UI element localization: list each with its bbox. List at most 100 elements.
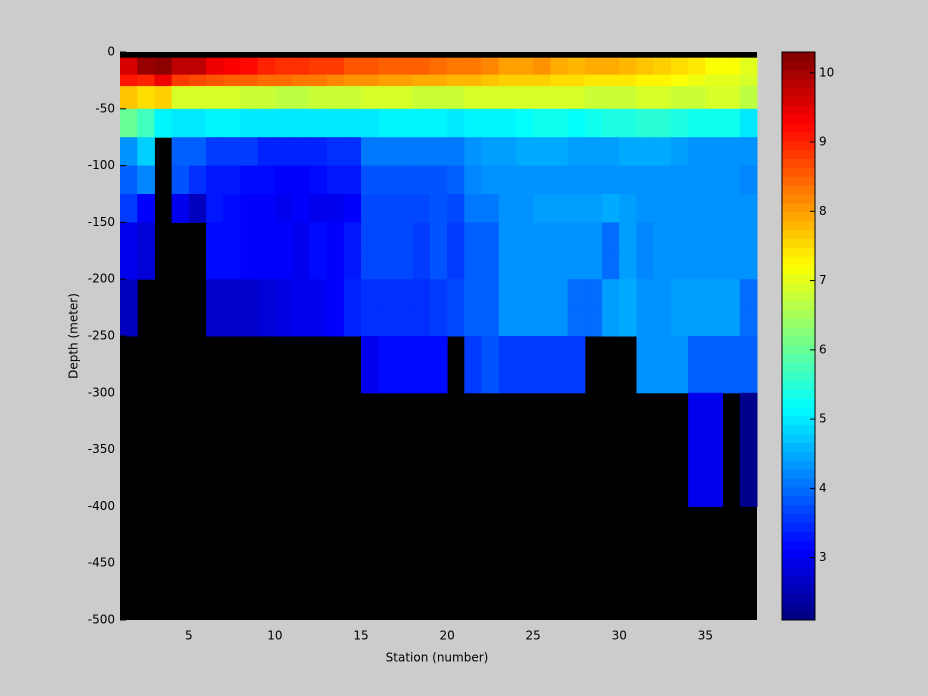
cell xyxy=(361,307,379,337)
cell xyxy=(326,108,345,138)
cell xyxy=(447,74,465,87)
colorbar-step xyxy=(782,114,815,124)
cell xyxy=(550,86,569,110)
cell xyxy=(188,137,207,167)
cell xyxy=(171,57,190,76)
cell xyxy=(670,307,689,337)
colorbar-step xyxy=(782,433,815,443)
colorbar-step xyxy=(782,140,815,151)
colorbar-step xyxy=(782,131,815,142)
cell xyxy=(292,250,310,280)
cell xyxy=(533,336,551,394)
x-tick-label: 5 xyxy=(185,629,193,643)
cell xyxy=(378,108,396,138)
colorbar-step xyxy=(782,566,815,577)
cell xyxy=(653,250,672,280)
cell xyxy=(533,137,551,167)
cell xyxy=(481,57,500,76)
cell xyxy=(326,250,345,280)
cell xyxy=(567,86,586,110)
cell xyxy=(584,165,603,195)
colorbar-step xyxy=(782,522,815,532)
cell xyxy=(395,74,414,87)
cell xyxy=(120,194,138,223)
cell xyxy=(171,194,190,223)
cell xyxy=(498,279,517,309)
cell xyxy=(584,250,603,280)
cell xyxy=(688,165,706,195)
colorbar-step xyxy=(782,362,815,372)
colorbar-step xyxy=(782,478,815,488)
cell xyxy=(498,74,517,87)
cell xyxy=(206,137,224,167)
cell xyxy=(567,279,586,309)
cell xyxy=(206,307,224,337)
colorbar-tick-label: 5 xyxy=(819,412,827,426)
cell xyxy=(722,336,741,394)
cell xyxy=(343,279,362,309)
cell xyxy=(515,194,534,223)
colorbar-tick-label: 10 xyxy=(819,65,834,79)
cell xyxy=(429,74,448,87)
cell xyxy=(464,250,483,280)
cell xyxy=(412,108,431,138)
colorbar-step xyxy=(782,96,815,106)
cell xyxy=(515,279,534,309)
cell xyxy=(361,57,379,76)
cell xyxy=(670,137,689,167)
cell xyxy=(120,57,138,76)
cell xyxy=(602,194,620,223)
axes: 5 10 15 20 25 30 35 0 -50 -100 -150 -200 -250 -300 -35… xyxy=(88,45,713,643)
cell xyxy=(447,222,465,252)
cell xyxy=(653,86,672,110)
cell xyxy=(619,137,637,167)
cell xyxy=(412,279,431,309)
cell xyxy=(584,74,603,87)
cell xyxy=(584,137,603,167)
cell xyxy=(223,194,242,223)
cell xyxy=(550,307,569,337)
cell xyxy=(292,194,310,223)
cell xyxy=(602,86,620,110)
cell xyxy=(481,307,500,337)
cell xyxy=(670,194,689,223)
cell xyxy=(223,165,242,195)
cell xyxy=(636,279,655,309)
cell xyxy=(705,336,724,394)
cell xyxy=(395,336,414,394)
cell xyxy=(464,165,483,195)
cell xyxy=(447,108,465,138)
cell xyxy=(602,74,620,87)
cell xyxy=(550,250,569,280)
cell xyxy=(429,307,448,337)
cell xyxy=(464,194,483,223)
cell xyxy=(688,279,706,309)
cell xyxy=(533,307,551,337)
y-tick-label: -150 xyxy=(88,215,115,229)
cell xyxy=(257,307,276,337)
cell xyxy=(240,279,259,309)
cell xyxy=(705,307,724,337)
colorbar-step xyxy=(782,87,815,97)
x-tick-label: 10 xyxy=(267,629,282,643)
cell xyxy=(378,86,396,110)
cell xyxy=(619,279,637,309)
cell xyxy=(343,137,362,167)
cell xyxy=(274,165,293,195)
y-axis-label: Depth (meter) xyxy=(67,293,81,379)
cell xyxy=(429,194,448,223)
y-tick-label: -300 xyxy=(88,385,115,399)
cell xyxy=(722,222,741,252)
cell xyxy=(688,57,706,76)
cell xyxy=(206,279,224,309)
colorbar-step xyxy=(782,460,815,470)
x-tick-label: 35 xyxy=(698,629,713,643)
cell xyxy=(688,86,706,110)
cell xyxy=(464,86,483,110)
cell xyxy=(326,165,345,195)
cell xyxy=(515,57,534,76)
cell xyxy=(670,57,689,76)
cell xyxy=(257,74,276,87)
cell xyxy=(309,194,328,223)
cell xyxy=(429,86,448,110)
